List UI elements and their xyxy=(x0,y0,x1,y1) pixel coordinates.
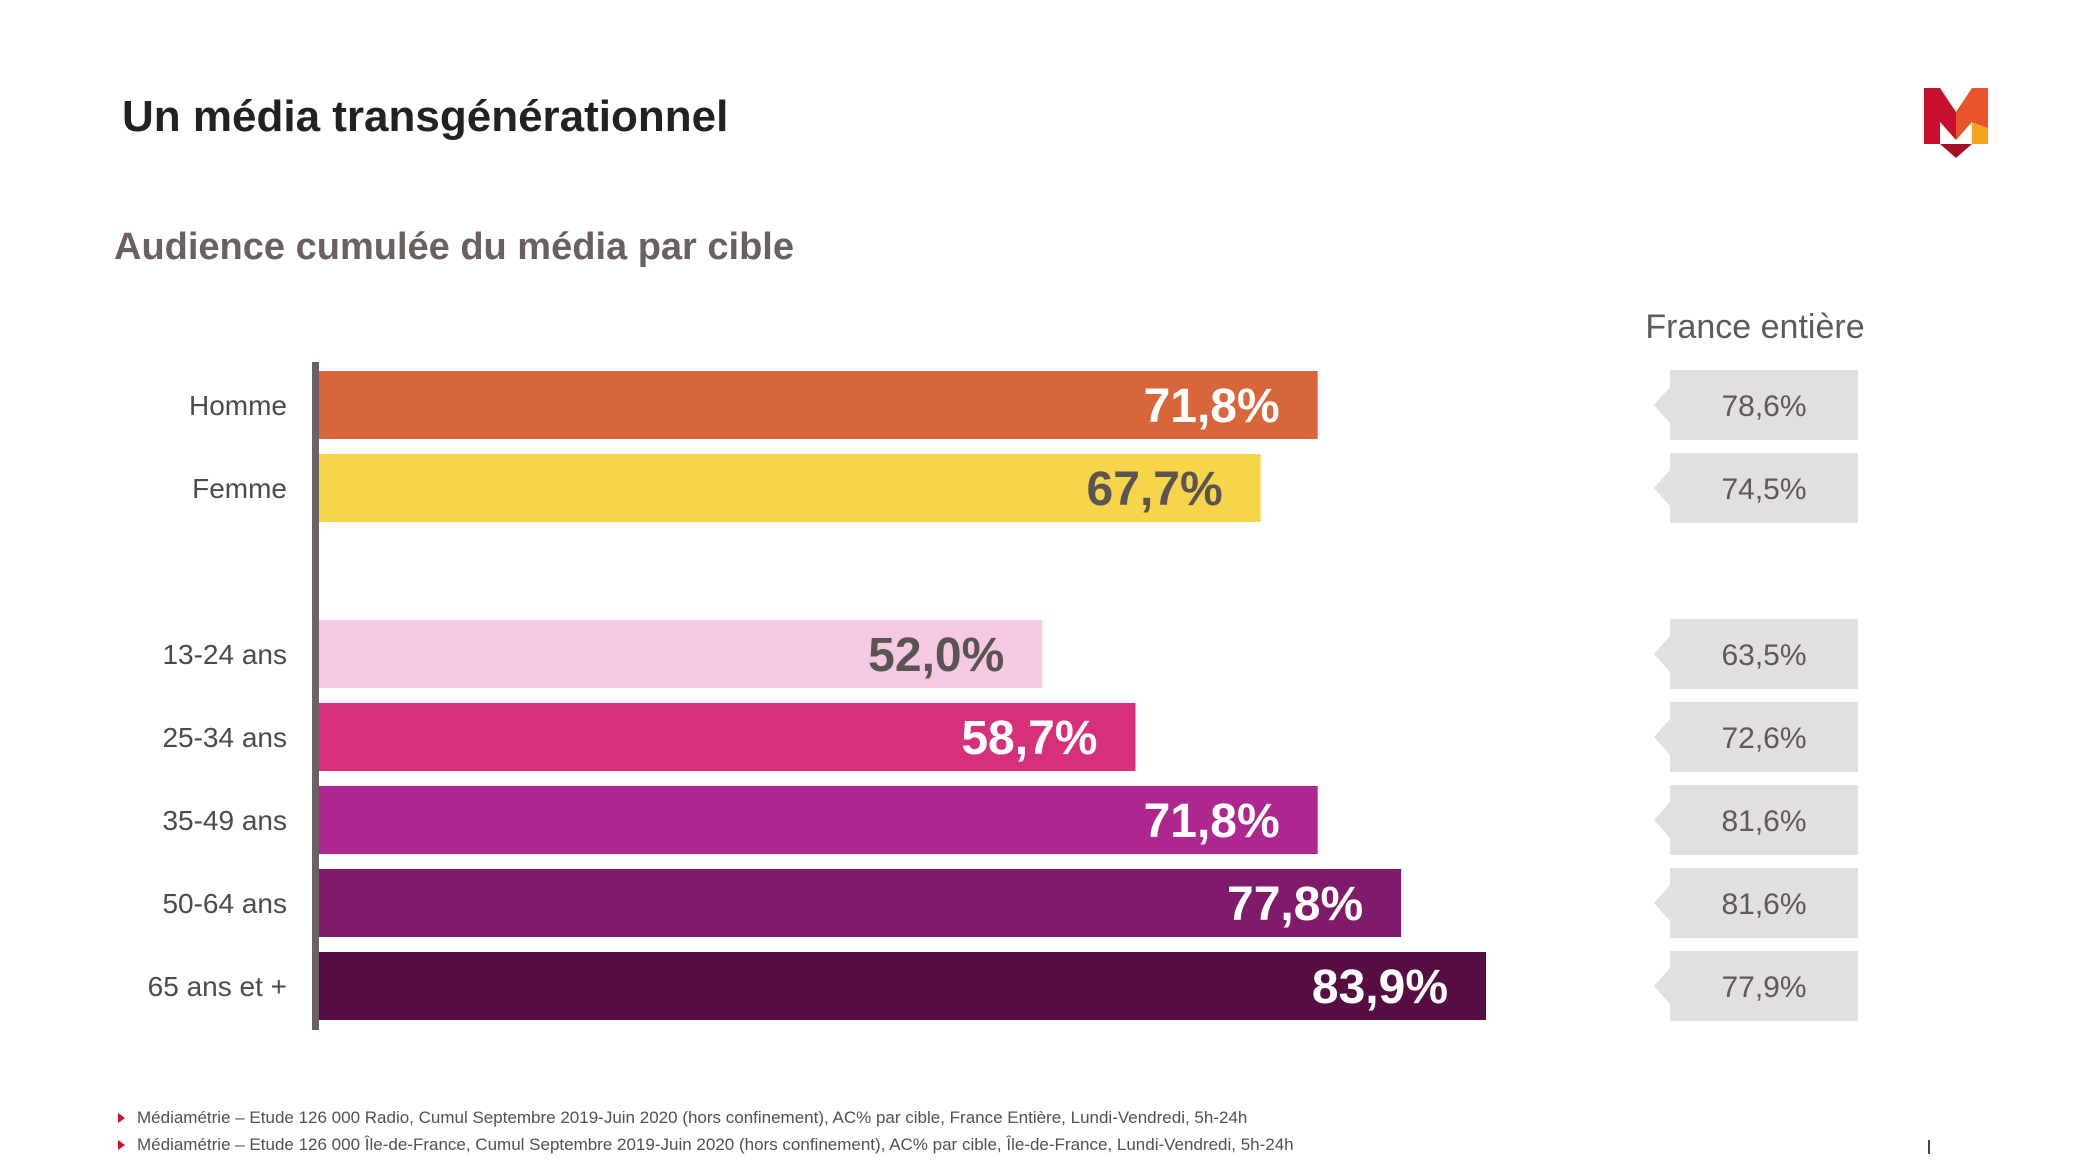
france-entiere-value: 81,6% xyxy=(1721,805,1806,838)
category-label: Homme xyxy=(189,390,287,421)
bar-value-label: 58,7% xyxy=(961,712,1097,765)
chart-axis-line xyxy=(312,362,319,1030)
france-entiere-callout xyxy=(1654,785,1858,855)
category-label: 25-34 ans xyxy=(162,722,287,753)
footnote-2: Médiamétrie – Etude 126 000 Île-de-Franc… xyxy=(118,1131,1294,1158)
france-entiere-value: 74,5% xyxy=(1721,473,1806,506)
category-label: 13-24 ans xyxy=(162,639,287,670)
m-logo-icon xyxy=(1924,88,1988,158)
france-entiere-callout xyxy=(1654,453,1858,523)
bar xyxy=(319,869,1402,937)
bar-value-label: 83,9% xyxy=(1312,961,1448,1014)
bar-value-label: 71,8% xyxy=(1144,380,1280,433)
category-label: 65 ans et + xyxy=(148,971,287,1002)
france-entiere-callout xyxy=(1654,370,1858,440)
category-label: Femme xyxy=(192,473,287,504)
bar-value-label: 77,8% xyxy=(1227,878,1363,931)
footnote-text: Médiamétrie – Etude 126 000 Radio, Cumul… xyxy=(137,1108,1248,1127)
france-entiere-value: 81,6% xyxy=(1721,888,1806,921)
bar-value-label: 52,0% xyxy=(868,629,1004,682)
triangle-bullet-icon xyxy=(118,1112,125,1123)
france-entiere-value: 78,6% xyxy=(1721,390,1806,423)
bar-value-label: 71,8% xyxy=(1144,795,1280,848)
category-label: 50-64 ans xyxy=(162,888,287,919)
bar-chart: Homme 71,8% 78,6% Femme 67,7% 74,5% 13-24 ans 5… xyxy=(148,362,1858,1030)
france-entiere-header: France entière xyxy=(1645,308,1865,346)
bar xyxy=(319,786,1318,854)
france-entiere-value: 63,5% xyxy=(1721,639,1806,672)
category-label: 35-49 ans xyxy=(162,805,287,836)
footnotes: Médiamétrie – Etude 126 000 Radio, Cumul… xyxy=(118,1104,1294,1158)
chart-subtitle: Audience cumulée du média par cible xyxy=(114,226,794,268)
footnote-1: Médiamétrie – Etude 126 000 Radio, Cumul… xyxy=(118,1104,1294,1131)
logo-left-shape xyxy=(1924,88,1956,144)
bar xyxy=(319,952,1486,1020)
logo-accent-shape xyxy=(1972,122,1988,144)
france-entiere-callout xyxy=(1654,951,1858,1021)
logo-bottom-shape xyxy=(1940,144,1972,158)
bar xyxy=(319,454,1261,522)
bar xyxy=(319,371,1318,439)
slide-marker xyxy=(1928,1140,1930,1154)
footnote-text: Médiamétrie – Etude 126 000 Île-de-Franc… xyxy=(137,1135,1294,1154)
france-entiere-value: 72,6% xyxy=(1721,722,1806,755)
france-entiere-value: 77,9% xyxy=(1721,971,1806,1004)
triangle-bullet-icon xyxy=(118,1139,125,1150)
bar xyxy=(319,703,1136,771)
page-title: Un média transgénérationnel xyxy=(122,92,729,141)
france-entiere-callout xyxy=(1654,619,1858,689)
france-entiere-callout xyxy=(1654,702,1858,772)
bar xyxy=(319,620,1043,688)
france-entiere-callout xyxy=(1654,868,1858,938)
bar-value-label: 67,7% xyxy=(1087,463,1223,516)
